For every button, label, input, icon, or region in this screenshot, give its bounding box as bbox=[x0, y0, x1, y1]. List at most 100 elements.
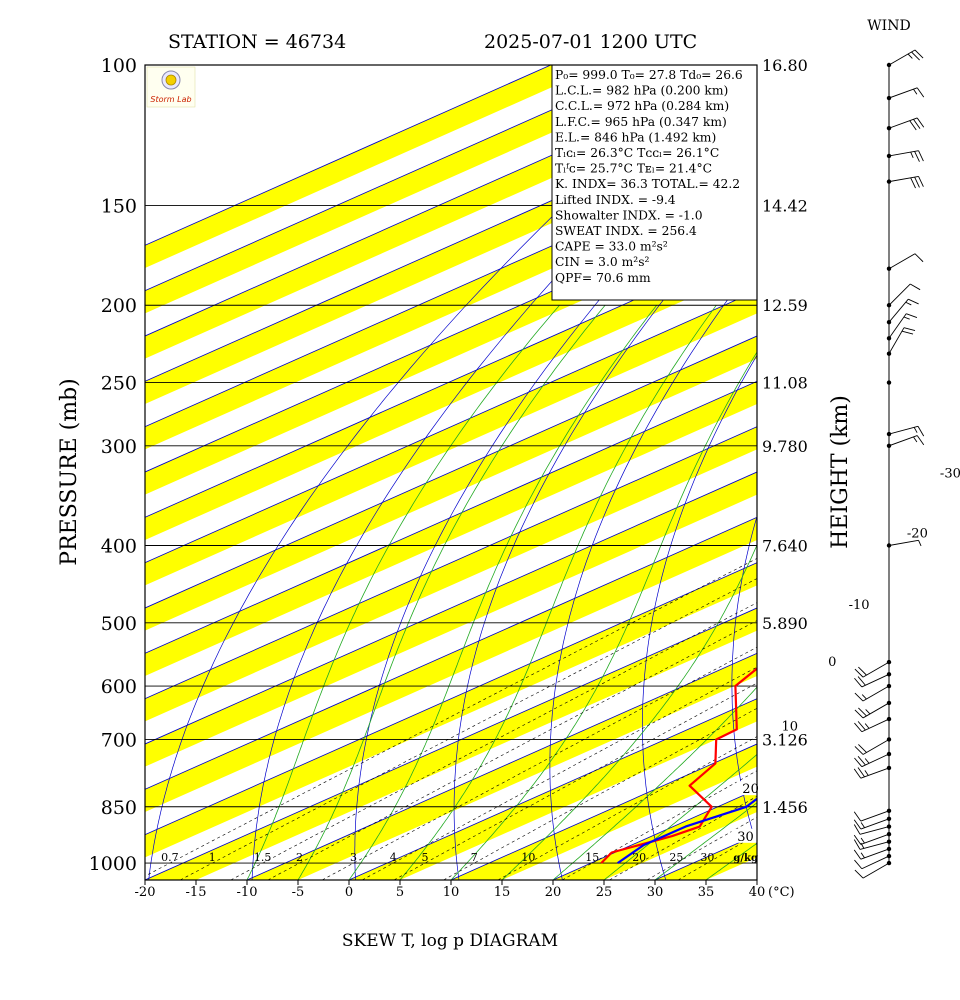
indices-panel: P₀= 999.0 T₀= 27.8 Td₀= 26.6 L.C.L.= 982 … bbox=[551, 64, 758, 301]
temperature-tick-label: 35 bbox=[698, 885, 715, 900]
temperature-tick-label: -15 bbox=[186, 885, 207, 900]
wind-barb bbox=[854, 746, 864, 755]
moist-adiabat bbox=[501, 544, 757, 880]
moist-adiabat bbox=[246, 304, 560, 880]
pressure-tick-label: 1000 bbox=[89, 853, 137, 875]
wind-barb-shaft bbox=[888, 425, 919, 435]
dry-adiabat bbox=[148, 65, 718, 880]
wind-barb bbox=[917, 426, 925, 437]
temperature-tick-label: 40 bbox=[749, 885, 766, 900]
index-line: Tₗᶠᴄ= 25.7°C Tᴇₗ= 21.4°C bbox=[555, 162, 712, 176]
isotherm-line bbox=[348, 698, 757, 880]
moist-adiabat bbox=[552, 686, 757, 880]
height-axis-labels: 16.80 14.42 12.59 11.08 9.780 7.640 5.890 3.126… bbox=[762, 56, 808, 817]
wind-barb-shaft bbox=[859, 841, 890, 850]
height-tick-label: 14.42 bbox=[762, 197, 808, 216]
wind-barb bbox=[857, 767, 865, 778]
wind-half-barb bbox=[913, 88, 918, 95]
mixing-ratio-label: 4 bbox=[390, 851, 397, 864]
logo-text: Storm Lab bbox=[150, 95, 191, 104]
wind-barb bbox=[854, 757, 863, 767]
wind-barb bbox=[853, 824, 861, 835]
temperature-tick-label: 0 bbox=[345, 885, 353, 900]
wind-barb bbox=[903, 327, 916, 332]
wind-barb-shaft bbox=[860, 767, 890, 779]
pressure-axis-title: PRESSURE (mb) bbox=[57, 378, 82, 565]
wind-barb-shaft bbox=[888, 327, 905, 354]
pressure-tick-label: 700 bbox=[101, 729, 137, 751]
isotherm-band bbox=[145, 426, 757, 722]
wind-barb-shaft bbox=[888, 298, 909, 323]
height-tick-label: 3.126 bbox=[762, 730, 808, 749]
dry-adiabat bbox=[354, 127, 757, 880]
temperature-tick-label: 30 bbox=[647, 885, 664, 900]
dry-adiabat bbox=[453, 187, 757, 880]
index-line: L.F.C.= 965 hPa (0.347 km) bbox=[555, 115, 727, 129]
index-line: E.L.= 846 hPa (1.492 km) bbox=[555, 130, 716, 144]
pressure-tick-label: 600 bbox=[101, 676, 137, 698]
temperature-tick-label: -10 bbox=[237, 885, 258, 900]
wind-barb bbox=[857, 676, 866, 686]
isotherm-line bbox=[145, 516, 757, 790]
height-tick-label: 5.890 bbox=[762, 614, 808, 633]
wind-header: WIND bbox=[867, 18, 910, 34]
mixing-ratio-line bbox=[393, 682, 757, 880]
mixing-ratio-label: 7 bbox=[471, 851, 478, 864]
wind-barb-shaft bbox=[861, 855, 890, 870]
chart-title: SKEW T, log p DIAGRAM bbox=[342, 931, 558, 951]
mixing-ratio-line bbox=[322, 646, 757, 880]
isobar-lines bbox=[145, 65, 757, 864]
moist-adiabat bbox=[603, 753, 757, 880]
wind-barb-shaft bbox=[862, 739, 890, 755]
temperature-axis-labels: -20 -15 -10 -5 0 5 10 15 20 25 30 35 40 bbox=[135, 880, 766, 900]
wind-barb bbox=[913, 119, 921, 129]
isotherm-band bbox=[145, 290, 757, 586]
mixing-ratio-label: 5 bbox=[422, 851, 429, 864]
pressure-axis-labels: 100 150 200 250 300 400 500 600 700 850 1000 bbox=[89, 55, 137, 875]
pressure-tick-label: 250 bbox=[101, 373, 137, 395]
wind-half-barb bbox=[864, 770, 869, 776]
temperature-tick-label: 25 bbox=[596, 885, 613, 900]
wind-barb-shaft bbox=[860, 833, 890, 845]
isotherm-line bbox=[145, 65, 755, 337]
datetime-label: 2025-07-01 1200 UTC bbox=[484, 31, 697, 53]
wind-half-barb bbox=[913, 427, 918, 433]
mixing-ratio-label: 2 bbox=[296, 851, 303, 864]
wind-barb-shaft bbox=[859, 826, 890, 835]
wind-barb bbox=[858, 666, 867, 676]
isotherm-label: -10 bbox=[849, 598, 870, 613]
height-axis-title: HEIGHT (km) bbox=[828, 395, 853, 549]
wind-barb-shaft bbox=[888, 539, 919, 546]
pressure-tick-label: 100 bbox=[101, 55, 137, 77]
dewpoint-profile bbox=[616, 797, 757, 865]
dry-adiabat bbox=[251, 76, 757, 880]
wind-barb-shaft bbox=[862, 661, 890, 678]
index-line: P₀= 999.0 T₀= 27.8 Td₀= 26.6 bbox=[555, 68, 743, 82]
wind-half-barb bbox=[910, 151, 914, 158]
wind-barb bbox=[857, 721, 866, 731]
index-line: SWEAT INDX. = 256.4 bbox=[555, 224, 697, 238]
wind-barb bbox=[910, 177, 916, 189]
index-line: QPF= 70.6 mm bbox=[555, 271, 651, 285]
temperature-tick-label: 15 bbox=[494, 885, 511, 900]
temperature-tick-label: 10 bbox=[443, 885, 460, 900]
wind-barb-shaft bbox=[860, 848, 890, 860]
isotherm-label: 20 bbox=[742, 782, 759, 797]
wind-barb bbox=[854, 668, 864, 678]
mixing-ratio-label: 0.7 bbox=[161, 851, 179, 864]
wind-barb-shaft bbox=[861, 673, 890, 688]
mixing-ratio-line bbox=[230, 602, 757, 880]
mixing-ratio-label: 10 bbox=[521, 851, 535, 864]
mixing-ratio-label: 30 bbox=[700, 851, 714, 864]
station-label: STATION = 46734 bbox=[168, 31, 346, 53]
height-tick-label: 11.08 bbox=[762, 374, 808, 393]
wind-half-barb bbox=[860, 837, 865, 844]
wind-barb bbox=[916, 87, 925, 98]
wind-barb bbox=[858, 744, 867, 753]
wind-barb bbox=[853, 834, 862, 845]
moist-adiabat bbox=[297, 304, 606, 880]
mixing-ratio-line bbox=[562, 770, 757, 880]
wind-barb bbox=[853, 768, 862, 779]
isotherm-line bbox=[145, 471, 757, 745]
mixing-ratio-line bbox=[145, 558, 757, 877]
